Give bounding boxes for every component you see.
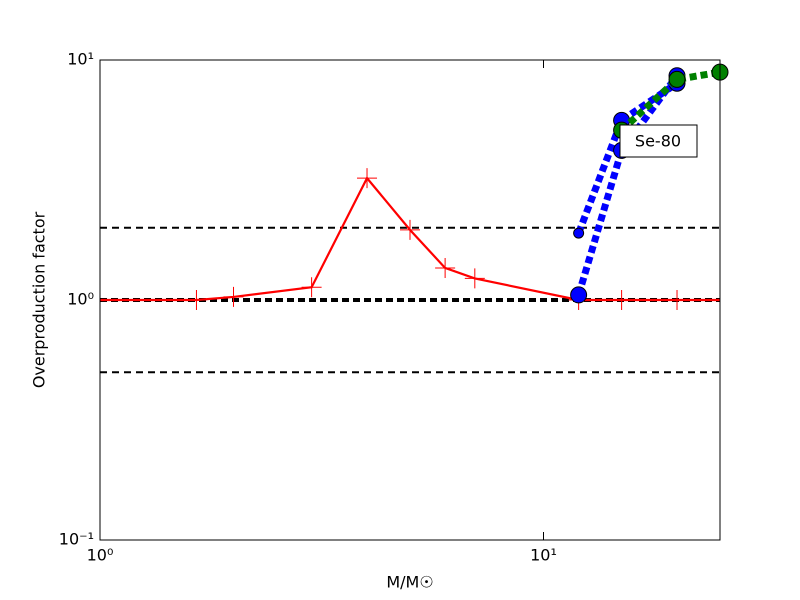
point [667, 290, 688, 310]
point [100, 290, 110, 310]
x-axis-label: M/M☉ [386, 573, 433, 592]
point [573, 227, 585, 239]
point [710, 290, 720, 310]
y-tick-label: 10⁻¹ [59, 530, 94, 549]
series-line [619, 68, 721, 133]
point [570, 286, 588, 304]
annotation-text: Se-80 [635, 132, 681, 151]
point [357, 168, 378, 189]
x-tick-label: 10¹ [530, 546, 557, 565]
point [223, 286, 244, 307]
y-axis-label: Overproduction factor [30, 211, 49, 388]
point [464, 268, 485, 289]
y-tick-label: 10⁰ [67, 290, 94, 309]
point [400, 219, 420, 240]
y-tick-label: 10¹ [67, 50, 94, 69]
point [611, 290, 632, 310]
point [435, 257, 456, 278]
annotation-box [619, 124, 698, 158]
point [186, 290, 207, 310]
point [668, 70, 686, 88]
plot-frame [99, 59, 721, 541]
annotation: Se-80 [619, 124, 698, 158]
x-tick-label: 10⁰ [87, 546, 114, 565]
plot-area [100, 168, 720, 374]
point [301, 277, 322, 298]
